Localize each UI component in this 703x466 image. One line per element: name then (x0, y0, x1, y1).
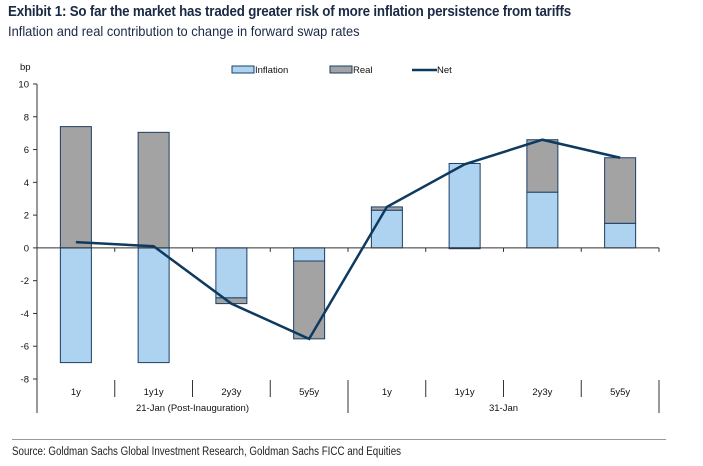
y-tick-label: 0 (24, 243, 29, 254)
y-axis-unit: bp (20, 62, 31, 73)
x-category-label: 5y5y (610, 387, 630, 398)
y-tick-label: 6 (24, 145, 29, 156)
chart-title: Exhibit 1: So far the market has traded … (8, 4, 571, 20)
y-tick-label: -4 (21, 309, 29, 320)
legend-label-inflation: Inflation (255, 65, 288, 76)
bar-inflation (370, 209, 403, 249)
bar-real (137, 131, 170, 249)
chart-subtitle: Inflation and real contribution to chang… (8, 23, 360, 39)
x-category-label: 1y (382, 387, 392, 398)
x-category-label: 1y1y (144, 387, 164, 398)
x-category-label: 2y3y (221, 387, 241, 398)
bar-inflation (293, 247, 326, 262)
x-group-label: 21-Jan (Post-Inauguration) (136, 403, 249, 414)
legend-swatch-inflation (231, 65, 255, 74)
legend-swatch-real (329, 65, 353, 74)
y-tick-label: 4 (24, 178, 29, 189)
y-tick-label: 2 (24, 211, 29, 222)
net-line (75, 138, 621, 341)
bar-real (293, 260, 326, 340)
bar-inflation (604, 222, 637, 249)
y-tick-label: -6 (21, 342, 29, 353)
x-group-label: 31-Jan (489, 403, 518, 414)
source-divider (12, 439, 666, 440)
legend-label-net: Net (437, 65, 452, 76)
source-note: Source: Goldman Sachs Global Investment … (12, 446, 402, 458)
y-tick-label: -8 (21, 375, 29, 386)
y-tick-label: -2 (21, 276, 29, 287)
bar-inflation (59, 247, 92, 364)
bar-real (604, 157, 637, 224)
y-tick-label: 8 (24, 112, 29, 123)
x-category-label: 1y (71, 387, 81, 398)
bar-inflation (215, 247, 248, 299)
x-category-label: 1y1y (455, 387, 475, 398)
bar-inflation (137, 247, 170, 364)
bar-real (526, 139, 559, 193)
bar-real (59, 126, 92, 249)
bar-inflation (526, 191, 559, 249)
y-tick-label: 10 (18, 80, 29, 91)
legend-label-real: Real (353, 65, 373, 76)
x-category-label: 5y5y (299, 387, 319, 398)
x-category-label: 2y3y (532, 387, 552, 398)
bar-inflation (448, 162, 481, 249)
